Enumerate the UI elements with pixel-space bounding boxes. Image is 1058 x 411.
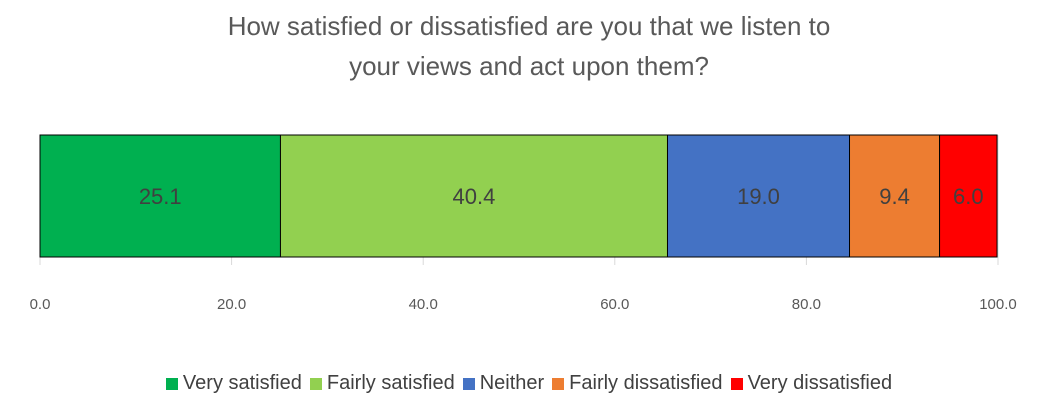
legend-label: Neither — [479, 372, 545, 394]
data-label: 9.4 — [879, 184, 910, 209]
legend-swatch — [165, 377, 178, 390]
bar-segment — [279, 134, 668, 258]
x-tick-label: 100.0 — [979, 296, 1017, 313]
legend-item: Very satisfied — [165, 372, 302, 395]
bar-segment — [849, 134, 941, 258]
legend-swatch — [462, 377, 475, 390]
legend-label: Very satisfied — [182, 372, 302, 394]
bar-segment — [939, 134, 998, 258]
data-label: 19.0 — [737, 184, 780, 209]
x-tick-label: 40.0 — [409, 296, 438, 313]
chart-legend: Very satisfied Fairly satisfied Neither Fai… — [0, 372, 1058, 395]
data-label: 40.4 — [453, 184, 496, 209]
legend-label: Fairly dissatisfied — [569, 372, 723, 394]
x-tick-label: 20.0 — [217, 296, 246, 313]
bar-segment — [666, 134, 851, 258]
legend-swatch — [309, 377, 322, 390]
legend-swatch — [730, 377, 743, 390]
legend-item: Neither — [462, 372, 545, 395]
legend-label: Very dissatisfied — [747, 372, 893, 394]
chart-title-line-1: How satisfied or dissatisfied are you th… — [227, 11, 831, 41]
legend-label: Fairly satisfied — [326, 372, 455, 394]
legend-item: Fairly dissatisfied — [552, 372, 723, 395]
x-tick-label: 80.0 — [792, 296, 821, 313]
data-label: 6.0 — [953, 184, 984, 209]
chart-title: How satisfied or dissatisfied are you th… — [0, 6, 1058, 86]
x-tick-label: 60.0 — [600, 296, 629, 313]
legend-item: Fairly satisfied — [309, 372, 455, 395]
legend-swatch — [552, 377, 565, 390]
data-label: 25.1 — [139, 184, 182, 209]
chart-title-line-2: your views and act upon them? — [349, 51, 709, 81]
legend-item: Very dissatisfied — [730, 372, 893, 395]
x-tick-label: 0.0 — [30, 296, 51, 313]
bar-segment — [39, 134, 281, 258]
